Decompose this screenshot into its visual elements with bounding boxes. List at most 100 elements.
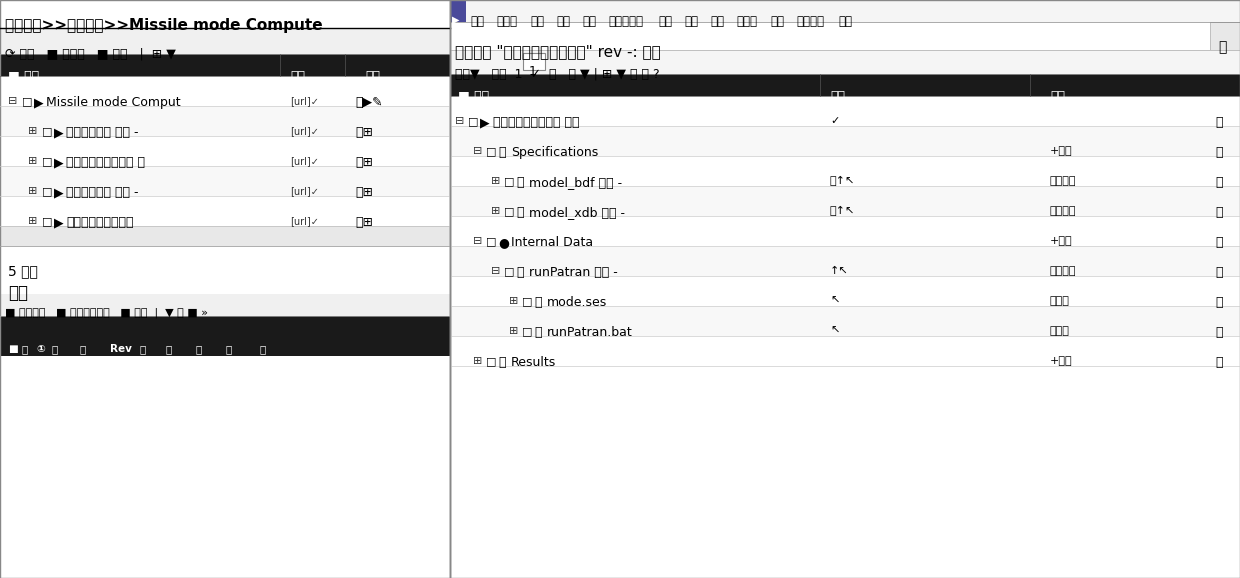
Text: ▶: ▶	[453, 15, 460, 25]
Text: 弹体模态计算 版本 -: 弹体模态计算 版本 -	[66, 186, 139, 199]
Text: ⊞: ⊞	[29, 216, 37, 226]
Text: ■ 标题: ■ 标题	[7, 70, 40, 83]
Text: 5 对象: 5 对象	[7, 264, 38, 278]
Text: 状
态: 状 态	[260, 344, 267, 366]
Text: +📁📋: +📁📋	[1050, 236, 1073, 246]
Bar	[450, 126, 1240, 156]
Bar	[1210, 22, 1240, 50]
Text: 修订: 修订	[838, 15, 852, 28]
Text: ⊞: ⊞	[29, 186, 37, 196]
Text: 🖨: 🖨	[1215, 236, 1223, 249]
Text: 1: 1	[529, 65, 537, 78]
Text: □: □	[522, 296, 532, 306]
Text: +📁📋: +📁📋	[1050, 146, 1073, 156]
Bar	[0, 166, 450, 196]
Text: □: □	[42, 126, 52, 136]
Text: [url]✓: [url]✓	[290, 186, 319, 196]
Text: □: □	[42, 156, 52, 166]
Text: ⊞: ⊞	[491, 206, 501, 216]
Text: runPatran 版本 -: runPatran 版本 -	[529, 266, 618, 279]
Text: 规则: 规则	[556, 15, 570, 28]
Text: □: □	[486, 236, 496, 246]
Text: 文档: 文档	[7, 284, 29, 302]
Bar	[450, 0, 466, 22]
Text: 📊: 📊	[534, 326, 542, 339]
Bar	[450, 276, 1240, 306]
Text: 名
称: 名 称	[52, 344, 58, 366]
Text: 问题: 问题	[770, 15, 784, 28]
Text: ⊞: ⊞	[508, 326, 518, 336]
Text: 📋🔗📊🖨: 📋🔗📊🖨	[1050, 206, 1076, 216]
Text: 🖨: 🖨	[1215, 146, 1223, 159]
Text: 类
型: 类 型	[165, 344, 171, 366]
Text: runPatran.bat: runPatran.bat	[547, 326, 632, 339]
Text: ⊞: ⊞	[472, 356, 482, 366]
Text: 🔧: 🔧	[498, 146, 506, 159]
Text: mode.ses: mode.ses	[547, 296, 608, 309]
Text: ⊞: ⊞	[29, 126, 37, 136]
Text: ▶: ▶	[55, 216, 63, 229]
Bar	[450, 0, 1240, 22]
Text: ⊟: ⊟	[472, 236, 482, 246]
Text: □: □	[486, 356, 496, 366]
Text: □: □	[486, 146, 496, 156]
Text: 内容: 内容	[529, 15, 544, 28]
Text: +📁📋: +📁📋	[1050, 356, 1073, 366]
Text: Internal Data: Internal Data	[511, 236, 593, 249]
Text: [url]✓: [url]✓	[290, 216, 319, 226]
Bar	[450, 306, 1240, 336]
Text: 影响图: 影响图	[737, 15, 756, 28]
Text: 弹体模态计算后处理: 弹体模态计算后处理	[66, 216, 134, 229]
Text: ①: ①	[36, 344, 45, 354]
Bar	[0, 294, 450, 316]
Text: 全: 全	[1218, 40, 1226, 54]
Text: ⊟: ⊟	[472, 146, 482, 156]
Text: 弹体模态计算前处理 版: 弹体模态计算前处理 版	[66, 156, 145, 169]
Text: 备注: 备注	[830, 90, 844, 103]
Text: 🕐⊞: 🕐⊞	[355, 126, 373, 139]
Text: 操
作: 操 作	[195, 344, 201, 366]
Text: ■ 标题: ■ 标题	[458, 90, 489, 103]
Text: ⊟: ⊟	[491, 266, 501, 276]
Text: 🖨: 🖨	[1215, 176, 1223, 189]
Text: 标
题: 标 题	[81, 344, 87, 366]
Text: □: □	[42, 186, 52, 196]
Text: 仿真活动 "弹体模态计算后处理" rev -: 内容: 仿真活动 "弹体模态计算后处理" rev -: 内容	[455, 44, 661, 59]
Text: [url]✓: [url]✓	[290, 96, 319, 106]
Text: 📋🔗📊: 📋🔗📊	[1050, 296, 1070, 306]
Text: ●: ●	[498, 236, 508, 249]
Text: 🕐⊞: 🕐⊞	[355, 156, 373, 169]
Text: 操作: 操作	[1050, 90, 1065, 103]
Bar	[450, 50, 1240, 74]
Text: 📋🔗📊🖨: 📋🔗📊🖨	[1050, 266, 1076, 276]
Text: ↖: ↖	[830, 296, 839, 306]
Bar	[450, 186, 1240, 216]
Text: 我的流程>>仿真流程>>Missile mode Compute: 我的流程>>仿真流程>>Missile mode Compute	[5, 18, 322, 33]
Text: 备注: 备注	[290, 70, 305, 83]
Text: ▶: ▶	[55, 126, 63, 139]
Text: 📋🔗📊🖨: 📋🔗📊🖨	[1050, 176, 1076, 186]
Text: [url]✓: [url]✓	[290, 156, 319, 166]
Text: 🖨: 🖨	[1215, 296, 1223, 309]
Text: 📄: 📄	[516, 266, 523, 279]
Text: □: □	[42, 216, 52, 226]
Text: 舱段参数设置 版本 -: 舱段参数设置 版本 -	[66, 126, 139, 139]
Text: ▶: ▶	[55, 156, 63, 169]
Text: ⊞: ⊞	[491, 176, 501, 186]
Bar	[0, 106, 450, 136]
Text: 特征组: 特征组	[496, 15, 517, 28]
Text: 📋🔗📊: 📋🔗📊	[1050, 326, 1070, 336]
Text: 版
本: 版 本	[140, 344, 146, 366]
Text: ■ 上传文档   ■ 上传仿真文档   ■ 删除  |  ▼ 🔗 ■ »: ■ 上传文档 ■ 上传仿真文档 ■ 删除 | ▼ 🔗 ■ »	[5, 308, 208, 318]
Text: □: □	[503, 176, 515, 186]
Text: 📤↑↖: 📤↑↖	[830, 206, 856, 216]
Text: 🖨: 🖨	[1215, 326, 1223, 339]
Text: 🕐⊞: 🕐⊞	[355, 216, 373, 229]
Bar	[450, 156, 1240, 186]
Text: 操作▼   展开  1  ✓  层   📋 ▼ | ⊞ ▼ 🔗 📊 ?: 操作▼ 展开 1 ✓ 层 📋 ▼ | ⊞ ▼ 🔗 📊 ?	[455, 67, 660, 80]
Text: Results: Results	[511, 356, 557, 369]
Text: ▶: ▶	[55, 186, 63, 199]
Text: ■: ■	[7, 344, 17, 354]
Text: 🔒: 🔒	[22, 344, 29, 354]
Bar	[523, 53, 546, 70]
